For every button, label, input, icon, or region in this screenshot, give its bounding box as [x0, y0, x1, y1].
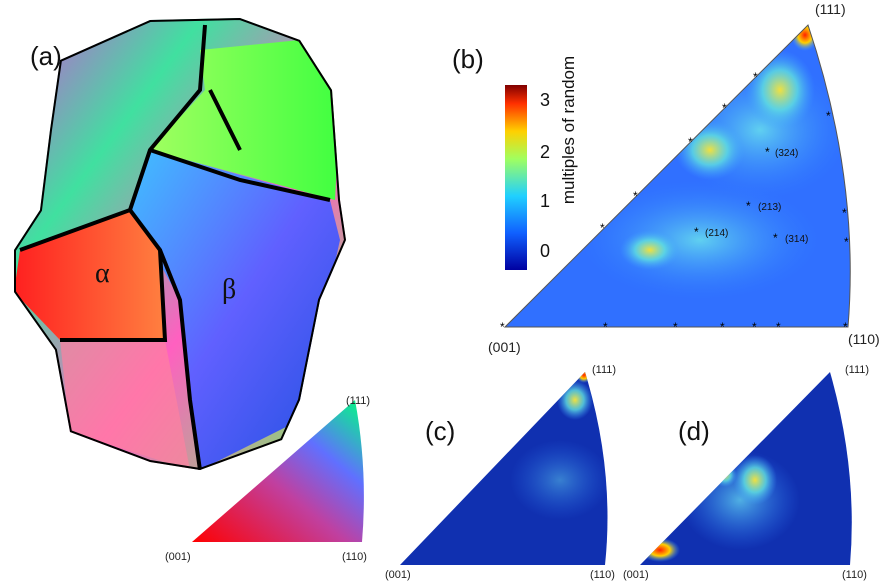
ipf-color-key [192, 400, 364, 542]
svg-text:*: * [688, 135, 693, 149]
corner-label: (111) [346, 395, 370, 407]
svg-text:*: * [842, 206, 847, 220]
annotation: (324) [775, 148, 798, 159]
panel-label: (c) [425, 416, 455, 446]
pole-figure [400, 372, 608, 565]
svg-text:*: * [500, 320, 505, 334]
colorbar [505, 85, 527, 270]
annotation: (314) [785, 234, 808, 245]
triangle-outline [503, 24, 851, 328]
svg-text:*: * [694, 225, 699, 239]
panel-label: (b) [452, 44, 484, 74]
pole-figure [505, 25, 851, 327]
panel-label: (d) [678, 416, 710, 446]
colorbar-tick: 2 [540, 142, 550, 162]
svg-text:*: * [673, 320, 678, 334]
markers: * * * * * * * * * * * * * * * * * * * [500, 70, 849, 334]
corner-label: (110) [848, 331, 880, 347]
svg-text:*: * [773, 231, 778, 245]
svg-text:*: * [633, 189, 638, 203]
svg-text:*: * [826, 109, 831, 123]
svg-text:*: * [722, 101, 727, 115]
colorbar-tick: 0 [540, 241, 550, 261]
corner-label: (111) [815, 1, 846, 17]
svg-text:*: * [753, 70, 758, 84]
svg-text:*: * [844, 235, 849, 249]
svg-text:*: * [776, 320, 781, 334]
svg-text:*: * [752, 320, 757, 334]
panel-label: (a) [30, 41, 62, 71]
svg-text:*: * [603, 320, 608, 334]
corner-label: (111) [592, 364, 616, 376]
corner-label: (110) [842, 569, 867, 581]
phase-label: β [222, 274, 236, 305]
corner-label: (001) [165, 551, 191, 563]
annotation: (213) [758, 202, 781, 213]
colorbar-tick: 1 [540, 191, 550, 211]
phase-label: α [95, 258, 110, 289]
svg-text:*: * [600, 221, 605, 235]
corner-label: (110) [342, 551, 367, 563]
svg-text:*: * [843, 320, 848, 334]
pole-figure [640, 372, 852, 565]
svg-text:*: * [765, 145, 770, 159]
svg-text:*: * [720, 320, 725, 334]
svg-text:*: * [746, 199, 751, 213]
colorbar-title: multiples of random [559, 56, 578, 204]
corner-label: (111) [845, 364, 869, 376]
corner-label: (001) [488, 339, 521, 355]
ebsd-map [14, 18, 346, 470]
corner-label: (001) [385, 569, 411, 581]
corner-label: (110) [590, 569, 615, 581]
corner-label: (001) [623, 569, 649, 581]
colorbar-tick: 3 [540, 90, 550, 110]
annotation: (214) [705, 228, 728, 239]
